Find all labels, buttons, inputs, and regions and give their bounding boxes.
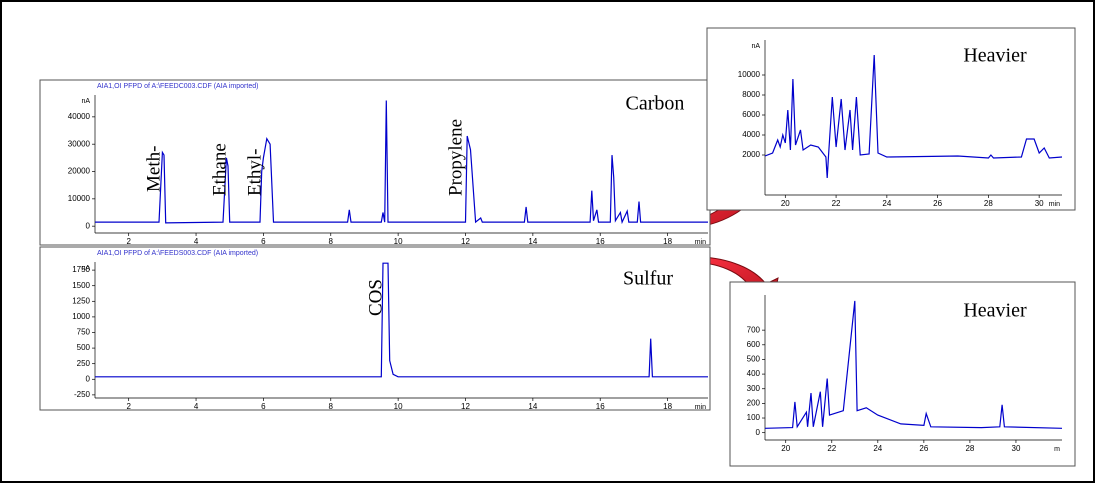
x-unit: min bbox=[695, 239, 706, 246]
x-tick-label: 28 bbox=[965, 444, 974, 453]
y-tick-label: -250 bbox=[74, 390, 91, 399]
y-tick-label: 10000 bbox=[68, 194, 91, 203]
trace bbox=[95, 262, 708, 378]
x-tick-label: 16 bbox=[596, 237, 605, 246]
x-tick-label: 26 bbox=[919, 444, 928, 453]
x-tick-label: 12 bbox=[461, 237, 470, 246]
y-tick-label: 400 bbox=[747, 369, 761, 378]
x-tick-label: 6 bbox=[261, 402, 266, 411]
x-tick-label: 4 bbox=[194, 237, 199, 246]
x-tick-label: 2 bbox=[126, 237, 131, 246]
x-tick-label: 30 bbox=[1012, 444, 1021, 453]
x-tick-label: 16 bbox=[596, 402, 605, 411]
trace bbox=[765, 300, 1062, 429]
panel-title: Heavier bbox=[963, 45, 1027, 67]
x-tick-label: 28 bbox=[984, 199, 993, 208]
x-tick-label: 20 bbox=[781, 444, 790, 453]
x-unit: min bbox=[695, 404, 706, 411]
y-tick-label: 6000 bbox=[742, 110, 760, 119]
y-tick-label: 1000 bbox=[72, 312, 90, 321]
y-unit: nA bbox=[751, 43, 760, 50]
peak-label: Propylene bbox=[445, 119, 466, 196]
y-unit: nA bbox=[81, 98, 90, 105]
panel bbox=[706, 27, 1076, 211]
peak-label: Ethyl- bbox=[244, 149, 265, 197]
x-unit: m bbox=[1054, 446, 1060, 453]
panel bbox=[729, 281, 1076, 467]
x-tick-label: 30 bbox=[1035, 199, 1044, 208]
x-tick-label: 24 bbox=[882, 199, 891, 208]
x-tick-label: 2 bbox=[126, 402, 131, 411]
x-tick-label: 14 bbox=[528, 402, 537, 411]
y-tick-label: 0 bbox=[756, 428, 761, 437]
y-tick-label: 750 bbox=[77, 328, 91, 337]
y-tick-label: 0 bbox=[86, 374, 91, 383]
peak-label: COS bbox=[365, 279, 386, 316]
x-tick-label: 10 bbox=[394, 237, 403, 246]
y-tick-label: 10000 bbox=[738, 70, 761, 79]
y-unit: nA bbox=[81, 265, 90, 272]
x-tick-label: 8 bbox=[329, 402, 334, 411]
y-tick-label: 40000 bbox=[68, 112, 91, 121]
peak-label: Ethane bbox=[209, 143, 230, 196]
y-tick-label: 1500 bbox=[72, 281, 90, 290]
y-tick-label: 0 bbox=[86, 221, 91, 230]
panel bbox=[39, 246, 711, 411]
y-tick-label: 300 bbox=[747, 384, 761, 393]
y-tick-label: 250 bbox=[77, 359, 91, 368]
y-tick-label: 8000 bbox=[742, 90, 760, 99]
y-tick-label: 1250 bbox=[72, 296, 90, 305]
trace bbox=[765, 54, 1062, 179]
x-tick-label: 22 bbox=[827, 444, 836, 453]
y-tick-label: 700 bbox=[747, 325, 761, 334]
y-tick-label: 200 bbox=[747, 398, 761, 407]
x-tick-label: 20 bbox=[781, 199, 790, 208]
x-tick-label: 18 bbox=[663, 237, 672, 246]
peak-label: Meth- bbox=[143, 146, 164, 192]
panel-title: Heavier bbox=[963, 300, 1027, 322]
panel-header: AIA1,OI PFPD of A:\FEEDS003.CDF (AIA imp… bbox=[97, 250, 258, 257]
panel-title: Carbon bbox=[626, 93, 685, 115]
y-tick-label: 600 bbox=[747, 340, 761, 349]
x-tick-label: 24 bbox=[873, 444, 882, 453]
panel-header: AIA1,OI PFPD of A:\FEEDC003.CDF (AIA imp… bbox=[97, 83, 258, 90]
x-tick-label: 12 bbox=[461, 402, 470, 411]
y-tick-label: 20000 bbox=[68, 167, 91, 176]
y-tick-label: 500 bbox=[747, 355, 761, 364]
trace bbox=[95, 100, 708, 225]
x-tick-label: 6 bbox=[261, 237, 266, 246]
y-tick-label: 2000 bbox=[742, 150, 760, 159]
x-tick-label: 22 bbox=[832, 199, 841, 208]
y-tick-label: 100 bbox=[747, 413, 761, 422]
panel-title: Sulfur bbox=[623, 268, 673, 290]
y-tick-label: 30000 bbox=[68, 139, 91, 148]
x-tick-label: 14 bbox=[528, 237, 537, 246]
x-tick-label: 8 bbox=[329, 237, 334, 246]
x-unit: min bbox=[1049, 201, 1060, 208]
x-tick-label: 18 bbox=[663, 402, 672, 411]
y-tick-label: 500 bbox=[77, 343, 91, 352]
y-tick-label: 1750 bbox=[72, 265, 90, 274]
x-tick-label: 10 bbox=[394, 402, 403, 411]
panel bbox=[39, 79, 711, 246]
x-tick-label: 4 bbox=[194, 402, 199, 411]
y-tick-label: 4000 bbox=[742, 130, 760, 139]
x-tick-label: 26 bbox=[933, 199, 942, 208]
